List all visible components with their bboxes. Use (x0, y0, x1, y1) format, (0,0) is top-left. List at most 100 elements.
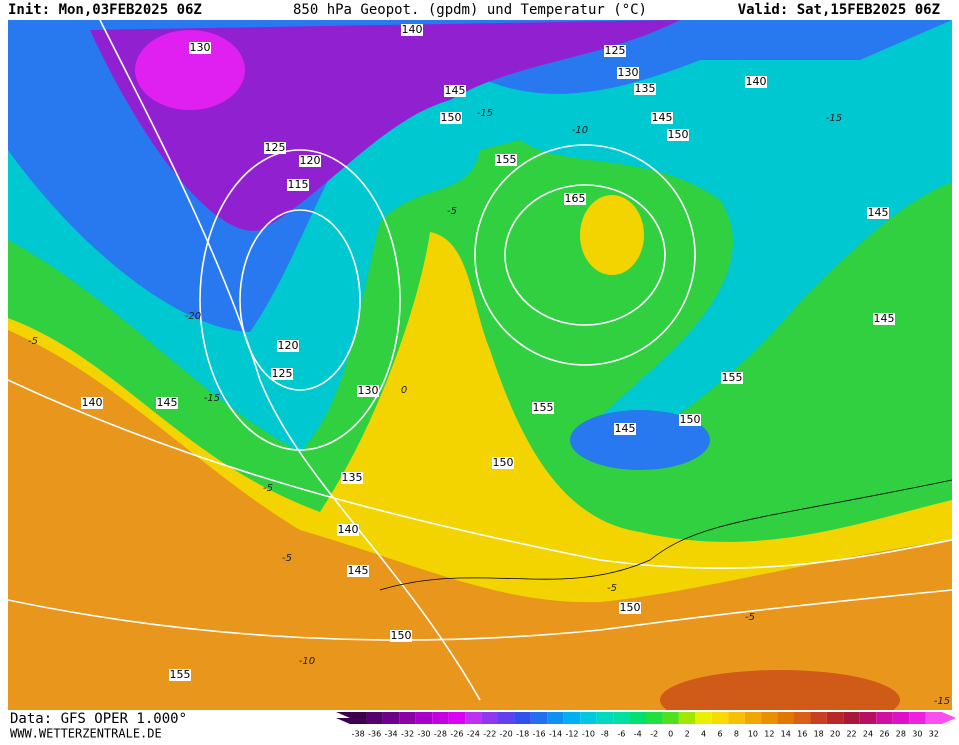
scale-swatch (498, 712, 515, 724)
scale-swatch (613, 712, 630, 724)
contour-label: 135 (635, 82, 656, 95)
contour-label-box (614, 423, 636, 435)
scale-arrow-left (336, 712, 350, 724)
contour-label-box (156, 397, 178, 409)
contour-label: 155 (722, 371, 743, 384)
contour-label: 150 (668, 128, 689, 141)
contour-label-box (81, 397, 103, 409)
valid-time: Valid: Sat,15FEB2025 06Z (738, 2, 940, 18)
contour-label-box (337, 524, 359, 536)
map-labels: 130 140 125 130 135 145 150 145 150 140 125 120 115 1… (28, 23, 950, 707)
scale-swatch (547, 712, 564, 724)
contour-label-box (189, 42, 211, 54)
scale-label: -2 (650, 730, 658, 739)
contour-label: 120 (300, 154, 321, 167)
scale-swatch (530, 712, 548, 724)
contour-label: 150 (441, 111, 462, 124)
scale-swatch (695, 712, 712, 724)
contour-label-box (271, 368, 293, 380)
contour-label: 145 (874, 312, 895, 325)
scale-swatch (646, 712, 663, 724)
contour-label-box (287, 179, 309, 191)
contour-label-box (357, 385, 379, 397)
contour-label: 145 (445, 84, 466, 97)
warm-pocket (580, 195, 644, 275)
isotherm-label: -5 (607, 583, 617, 594)
scale-label: -26 (450, 730, 463, 739)
isotherm-label: -15 (934, 696, 950, 707)
scale-swatch (432, 712, 449, 724)
coastline (379, 479, 953, 591)
scale-label: 4 (701, 730, 706, 739)
contour-label: 125 (605, 44, 626, 57)
contour-label: 115 (288, 178, 309, 191)
contour-label: 140 (338, 523, 359, 536)
contour-label: 150 (620, 601, 641, 614)
contour-label: 145 (615, 422, 636, 435)
isotherm-label: -15 (204, 393, 220, 404)
contour-label-box (341, 472, 363, 484)
scale-swatch (728, 712, 745, 724)
map-title: 850 hPa Geopot. (gpdm) und Temperatur (°… (293, 2, 647, 18)
init-time: Init: Mon,03FEB2025 06Z (8, 2, 202, 18)
contour-label-box (440, 112, 462, 124)
contour-label: 140 (402, 23, 423, 36)
contour-label: 120 (278, 339, 299, 352)
contour-label-box (390, 630, 412, 642)
scale-label: -6 (617, 730, 625, 739)
scale-swatch (629, 712, 646, 724)
contour-label-box (564, 193, 586, 205)
data-source: Data: GFS OPER 1.000° (10, 711, 187, 727)
scale-swatch (662, 712, 679, 724)
scale-swatch (415, 712, 433, 724)
scale-label: -18 (516, 730, 529, 739)
contour-label-box (492, 457, 514, 469)
contour-label-box (277, 340, 299, 352)
contour-label: 165 (565, 192, 586, 205)
contour-label: 150 (391, 629, 412, 642)
map (7, 19, 953, 730)
scale-label: -12 (565, 730, 578, 739)
header-bar (0, 0, 959, 20)
scale-arrow-right (942, 712, 956, 724)
scale-label: 30 (912, 730, 922, 739)
contour-label-box (651, 112, 673, 124)
contour-label-box (604, 45, 626, 57)
scale-swatch (678, 712, 696, 724)
isotherm-label: -10 (299, 656, 315, 667)
contour-label-box (347, 565, 369, 577)
contour-label: 150 (493, 456, 514, 469)
scale-swatch (826, 712, 844, 724)
contour-label-box (679, 414, 701, 426)
scale-label: -28 (434, 730, 447, 739)
contour-label: 140 (746, 75, 767, 88)
scale-label: 14 (781, 730, 791, 739)
isotherm-label: -15 (826, 113, 842, 124)
scale-swatch (350, 712, 367, 724)
contour-label-box (495, 154, 517, 166)
scale-swatch (448, 712, 466, 724)
scale-label: -14 (549, 730, 562, 739)
scale-swatch (810, 712, 827, 724)
scale-swatch (859, 712, 877, 724)
arctic-core (135, 30, 245, 110)
scale-swatch (777, 712, 794, 724)
scale-label: 32 (929, 730, 939, 739)
contour-label: 150 (680, 413, 701, 426)
scale-label: 10 (748, 730, 758, 739)
scale-swatch (514, 712, 531, 724)
scale-label: 0 (668, 730, 673, 739)
contour-label: 140 (82, 396, 103, 409)
scale-label: -10 (582, 730, 595, 739)
contour-label-box (532, 402, 554, 414)
scale-swatch (481, 712, 498, 724)
contour-label-box (667, 129, 689, 141)
scale-label: 6 (717, 730, 722, 739)
scale-label: 18 (814, 730, 824, 739)
scale-swatch (876, 712, 893, 724)
scale-label: 28 (896, 730, 906, 739)
contour-label-box (401, 24, 423, 36)
scale-swatch (843, 712, 860, 724)
scale-swatch (580, 712, 597, 724)
website: WWW.WETTERZENTRALE.DE (10, 727, 162, 741)
